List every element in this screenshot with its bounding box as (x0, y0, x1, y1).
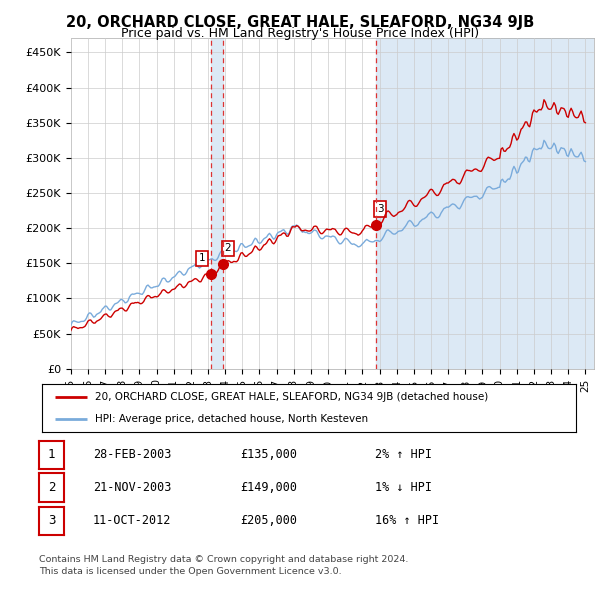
Text: 16% ↑ HPI: 16% ↑ HPI (375, 514, 439, 527)
Bar (376, 38, 594, 369)
Text: £149,000: £149,000 (240, 481, 297, 494)
Text: 20, ORCHARD CLOSE, GREAT HALE, SLEAFORD, NG34 9JB (detached house): 20, ORCHARD CLOSE, GREAT HALE, SLEAFORD,… (95, 392, 488, 402)
Text: 2% ↑ HPI: 2% ↑ HPI (375, 448, 432, 461)
Text: 21-NOV-2003: 21-NOV-2003 (93, 481, 172, 494)
Text: 28-FEB-2003: 28-FEB-2003 (93, 448, 172, 461)
Text: £205,000: £205,000 (240, 514, 297, 527)
Text: HPI: Average price, detached house, North Kesteven: HPI: Average price, detached house, Nort… (95, 414, 368, 424)
Text: 3: 3 (48, 514, 55, 527)
Text: 1: 1 (48, 448, 55, 461)
Text: Contains HM Land Registry data © Crown copyright and database right 2024.
This d: Contains HM Land Registry data © Crown c… (39, 555, 409, 576)
Text: £135,000: £135,000 (240, 448, 297, 461)
Text: 1: 1 (199, 253, 206, 263)
Bar (211, 38, 223, 369)
Text: 2: 2 (224, 244, 231, 254)
Text: 11-OCT-2012: 11-OCT-2012 (93, 514, 172, 527)
Text: 1% ↓ HPI: 1% ↓ HPI (375, 481, 432, 494)
Text: 20, ORCHARD CLOSE, GREAT HALE, SLEAFORD, NG34 9JB: 20, ORCHARD CLOSE, GREAT HALE, SLEAFORD,… (66, 15, 534, 30)
Text: 2: 2 (48, 481, 55, 494)
Text: 3: 3 (377, 204, 383, 214)
Text: Price paid vs. HM Land Registry's House Price Index (HPI): Price paid vs. HM Land Registry's House … (121, 27, 479, 40)
